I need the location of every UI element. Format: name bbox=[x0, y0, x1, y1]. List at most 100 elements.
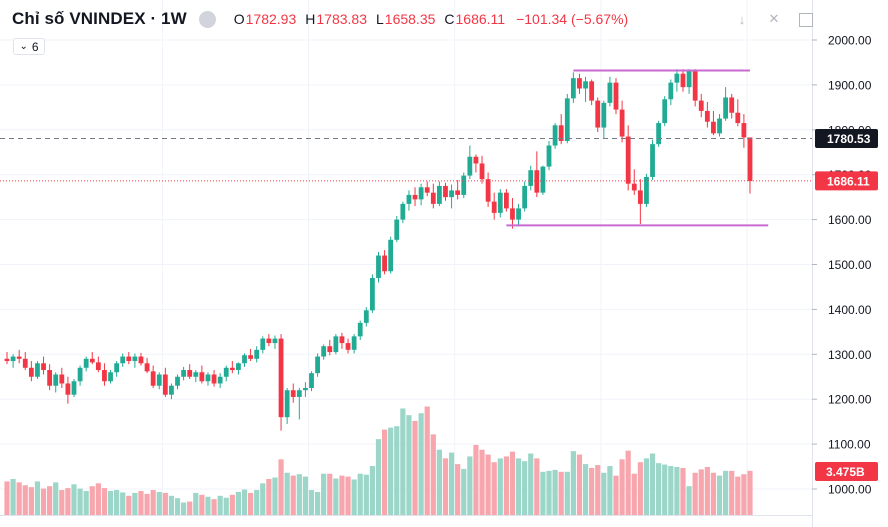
candle-down bbox=[126, 356, 132, 362]
volume-bar bbox=[211, 499, 217, 515]
volume-bar bbox=[223, 497, 229, 515]
volume-bar bbox=[65, 488, 71, 515]
candle-up bbox=[217, 376, 223, 384]
candle-down bbox=[534, 170, 540, 193]
volume-bar bbox=[564, 471, 570, 515]
candle-up bbox=[723, 97, 729, 119]
volume-bar bbox=[168, 495, 175, 515]
candle-up bbox=[175, 376, 180, 386]
candle-up bbox=[376, 255, 381, 278]
volume-bar bbox=[400, 408, 406, 515]
volume-bar bbox=[260, 483, 266, 515]
volume-bar bbox=[120, 492, 126, 515]
volume-bar bbox=[662, 464, 668, 515]
candle-down bbox=[479, 163, 485, 180]
candle-up bbox=[650, 144, 655, 177]
maximize-icon[interactable] bbox=[797, 10, 815, 28]
candle-down bbox=[138, 356, 144, 364]
trend-lines bbox=[0, 69, 812, 227]
volume-bar bbox=[729, 470, 735, 515]
candle-down bbox=[455, 190, 461, 195]
candle-down bbox=[102, 370, 107, 382]
volume-bar bbox=[205, 496, 211, 515]
volume-bar bbox=[321, 473, 327, 515]
candle-down bbox=[741, 123, 747, 138]
candle-up bbox=[406, 194, 412, 204]
volume-bar bbox=[607, 466, 613, 515]
low-label: L bbox=[375, 11, 384, 27]
candle-up bbox=[114, 363, 120, 373]
volume-bar bbox=[509, 451, 516, 515]
high-value: 1783.83 bbox=[316, 11, 367, 27]
candle-down bbox=[162, 374, 168, 395]
volume-bar bbox=[10, 479, 16, 515]
candle-up bbox=[83, 358, 89, 368]
y-tick-label: 1000.00 bbox=[828, 483, 872, 497]
price-axis[interactable]: 2000.001900.001800.001700.001600.001500.… bbox=[812, 34, 878, 497]
volume-bar bbox=[333, 478, 339, 515]
candle-down bbox=[211, 374, 217, 384]
volume-bar bbox=[467, 456, 473, 515]
candle-down bbox=[150, 371, 156, 386]
candle-down bbox=[16, 356, 22, 359]
volume-bar bbox=[491, 462, 497, 515]
volume-bar bbox=[241, 489, 248, 515]
candle-down bbox=[680, 73, 686, 88]
candle-up bbox=[156, 374, 162, 386]
open-value: 1782.93 bbox=[245, 11, 297, 27]
volume-bar bbox=[126, 495, 132, 515]
volume-bar bbox=[162, 492, 168, 515]
indicators-toggle-button[interactable]: ⌄ 6 bbox=[13, 38, 45, 55]
y-tick-label: 1500.00 bbox=[828, 258, 872, 272]
y-tick-label: 2000.00 bbox=[828, 34, 872, 48]
volume-bar bbox=[266, 479, 272, 515]
candle-down bbox=[485, 179, 491, 202]
volume-bar bbox=[193, 492, 199, 515]
volume-bar bbox=[22, 485, 28, 515]
candle-up bbox=[193, 372, 199, 377]
volume-bar bbox=[497, 458, 503, 515]
candle-up bbox=[656, 123, 662, 145]
volume-bar bbox=[461, 468, 467, 515]
volume-bar bbox=[534, 458, 540, 515]
candle-down bbox=[199, 372, 205, 382]
volume-bar bbox=[637, 462, 643, 515]
volume-bar bbox=[28, 487, 34, 515]
volume-bar bbox=[582, 464, 589, 515]
volume-bar bbox=[430, 434, 436, 515]
market-status-icon bbox=[198, 10, 216, 28]
volume-bar bbox=[107, 491, 114, 515]
candle-down bbox=[248, 355, 253, 359]
candle-up bbox=[461, 175, 467, 195]
volume-bar bbox=[53, 482, 59, 515]
volume-bar bbox=[302, 476, 309, 515]
volume-bar bbox=[723, 470, 729, 515]
volume-bar bbox=[552, 469, 558, 515]
volume-bar bbox=[296, 474, 302, 515]
candle-up bbox=[284, 390, 290, 418]
candle-up bbox=[662, 99, 668, 124]
volume-bar bbox=[515, 458, 522, 515]
candle-up bbox=[546, 145, 552, 167]
volume-bar bbox=[47, 486, 53, 515]
volume-bar bbox=[187, 501, 193, 515]
volume-bar bbox=[680, 467, 686, 515]
volume-bar bbox=[698, 469, 704, 515]
candle-up bbox=[497, 192, 503, 213]
candle-up bbox=[205, 374, 211, 382]
candle-down bbox=[187, 370, 193, 377]
arrow-down-icon[interactable]: ↓ bbox=[738, 11, 746, 27]
candle-up bbox=[436, 185, 442, 204]
volume-bar bbox=[595, 465, 601, 515]
grid bbox=[0, 0, 812, 515]
close-icon[interactable]: ✕ bbox=[768, 11, 780, 26]
candle-up bbox=[71, 381, 77, 395]
volume-bar bbox=[89, 486, 95, 515]
candle-up bbox=[333, 336, 339, 353]
candle-down bbox=[339, 336, 345, 344]
volume-bar bbox=[522, 461, 528, 515]
open-label: O bbox=[233, 11, 245, 27]
candle-up bbox=[315, 356, 320, 374]
symbol-title[interactable]: Chỉ số VNINDEX · 1W bbox=[12, 9, 187, 28]
